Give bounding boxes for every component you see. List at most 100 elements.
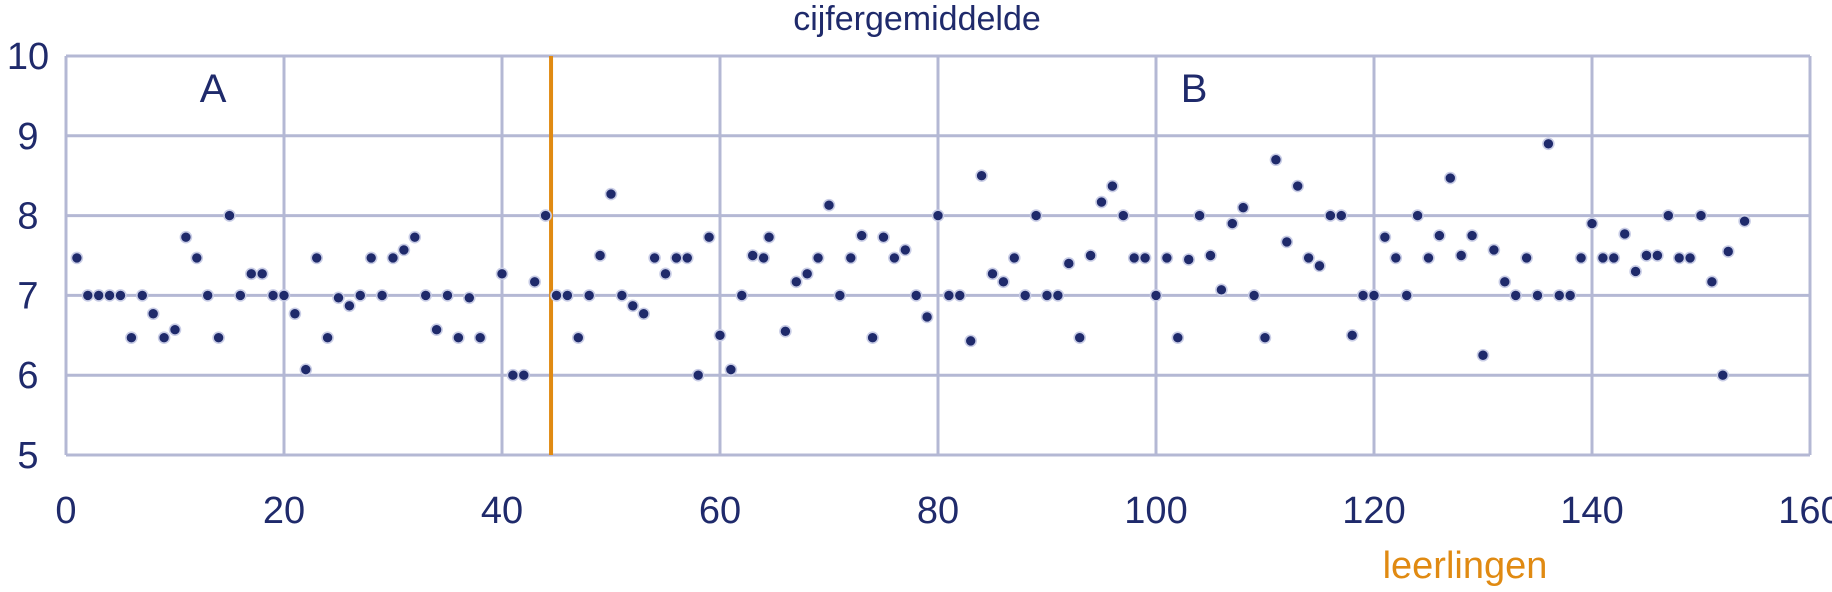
data-point	[800, 267, 814, 281]
data-point	[844, 251, 858, 265]
data-point	[1672, 251, 1686, 265]
data-point	[1345, 328, 1359, 342]
y-tick-label: 8	[17, 196, 38, 238]
data-point	[168, 323, 182, 337]
data-point	[735, 289, 749, 302]
data-point	[1378, 230, 1392, 244]
data-point	[986, 267, 999, 281]
data-point	[1247, 289, 1261, 302]
data-point	[637, 307, 651, 321]
data-point	[1553, 289, 1566, 302]
x-tick-label: 20	[263, 490, 305, 532]
data-point	[1095, 195, 1108, 209]
data-point	[136, 289, 149, 302]
data-point	[157, 331, 171, 344]
data-point	[659, 267, 672, 281]
data-point	[855, 229, 869, 242]
x-axis-label: leerlingen	[1383, 545, 1548, 587]
data-point	[1683, 251, 1697, 265]
data-point	[1444, 171, 1457, 185]
data-point	[1007, 251, 1021, 265]
data-point	[680, 251, 694, 265]
data-point	[92, 289, 105, 302]
data-point	[1106, 179, 1119, 193]
data-point	[1040, 289, 1054, 302]
data-point	[430, 323, 443, 337]
data-point	[506, 368, 520, 382]
data-point	[920, 310, 934, 324]
data-point	[1084, 249, 1097, 262]
data-point	[473, 331, 487, 344]
data-point	[1721, 245, 1735, 258]
data-point	[1705, 275, 1719, 289]
y-tick-label: 5	[17, 435, 38, 477]
data-point	[1280, 235, 1294, 249]
data-point	[1389, 251, 1403, 265]
x-tick-label: 120	[1342, 490, 1405, 532]
data-point	[615, 289, 629, 302]
data-point	[1433, 229, 1446, 242]
data-point	[223, 209, 236, 222]
data-point	[114, 289, 127, 302]
data-point	[1509, 289, 1522, 302]
data-point	[179, 230, 193, 244]
data-point	[1204, 249, 1217, 262]
data-point	[1018, 289, 1032, 302]
data-point	[593, 249, 607, 262]
data-point	[811, 251, 825, 265]
data-point	[1182, 253, 1195, 266]
data-point	[201, 289, 214, 302]
data-point	[561, 289, 574, 302]
data-point	[1542, 137, 1555, 151]
data-point	[1607, 251, 1621, 265]
data-point	[1574, 251, 1588, 265]
data-point	[277, 289, 291, 302]
data-point	[1400, 289, 1413, 302]
data-point	[670, 251, 683, 265]
data-point	[909, 289, 923, 302]
data-point	[81, 289, 95, 302]
data-point	[866, 331, 879, 344]
data-point	[1313, 259, 1326, 273]
data-point	[953, 289, 967, 302]
data-point	[1498, 275, 1512, 289]
data-point	[1465, 229, 1479, 242]
chart-title: cijfergemiddelde	[793, 0, 1041, 38]
data-point	[702, 230, 716, 244]
x-tick-labels: 0 20 40 60 80 100 120 140 160	[55, 490, 1832, 532]
data-point	[1269, 153, 1283, 167]
data-point	[779, 325, 792, 338]
annotation-label: A	[200, 67, 227, 111]
data-point	[1618, 227, 1631, 241]
data-point	[931, 209, 945, 222]
y-tick-label: 9	[17, 116, 38, 158]
data-point	[1476, 348, 1490, 362]
data-point	[746, 249, 760, 262]
data-point	[1236, 201, 1250, 214]
data-point	[517, 368, 531, 382]
data-point	[125, 331, 138, 344]
data-point	[1051, 289, 1065, 302]
x-tick-label: 140	[1560, 490, 1623, 532]
y-tick-label: 7	[17, 275, 38, 317]
data-point	[332, 291, 345, 305]
data-point	[822, 198, 836, 212]
data-point	[539, 209, 552, 222]
data-point	[713, 328, 727, 342]
data-point	[898, 243, 912, 257]
data-point	[408, 230, 422, 244]
data-point	[452, 331, 465, 344]
data-point	[1029, 209, 1043, 222]
data-point	[1335, 209, 1348, 222]
data-point	[1367, 289, 1381, 302]
x-tick-label: 40	[481, 490, 523, 532]
data-point	[234, 289, 247, 302]
data-point	[441, 289, 454, 302]
y-tick-labels: 5 6 7 8 9 10	[7, 36, 49, 477]
data-point	[1585, 217, 1599, 230]
data-point	[757, 251, 770, 265]
data-point	[582, 289, 596, 302]
data-point	[528, 275, 542, 289]
x-tick-label: 60	[699, 490, 741, 532]
data-point	[419, 289, 433, 302]
